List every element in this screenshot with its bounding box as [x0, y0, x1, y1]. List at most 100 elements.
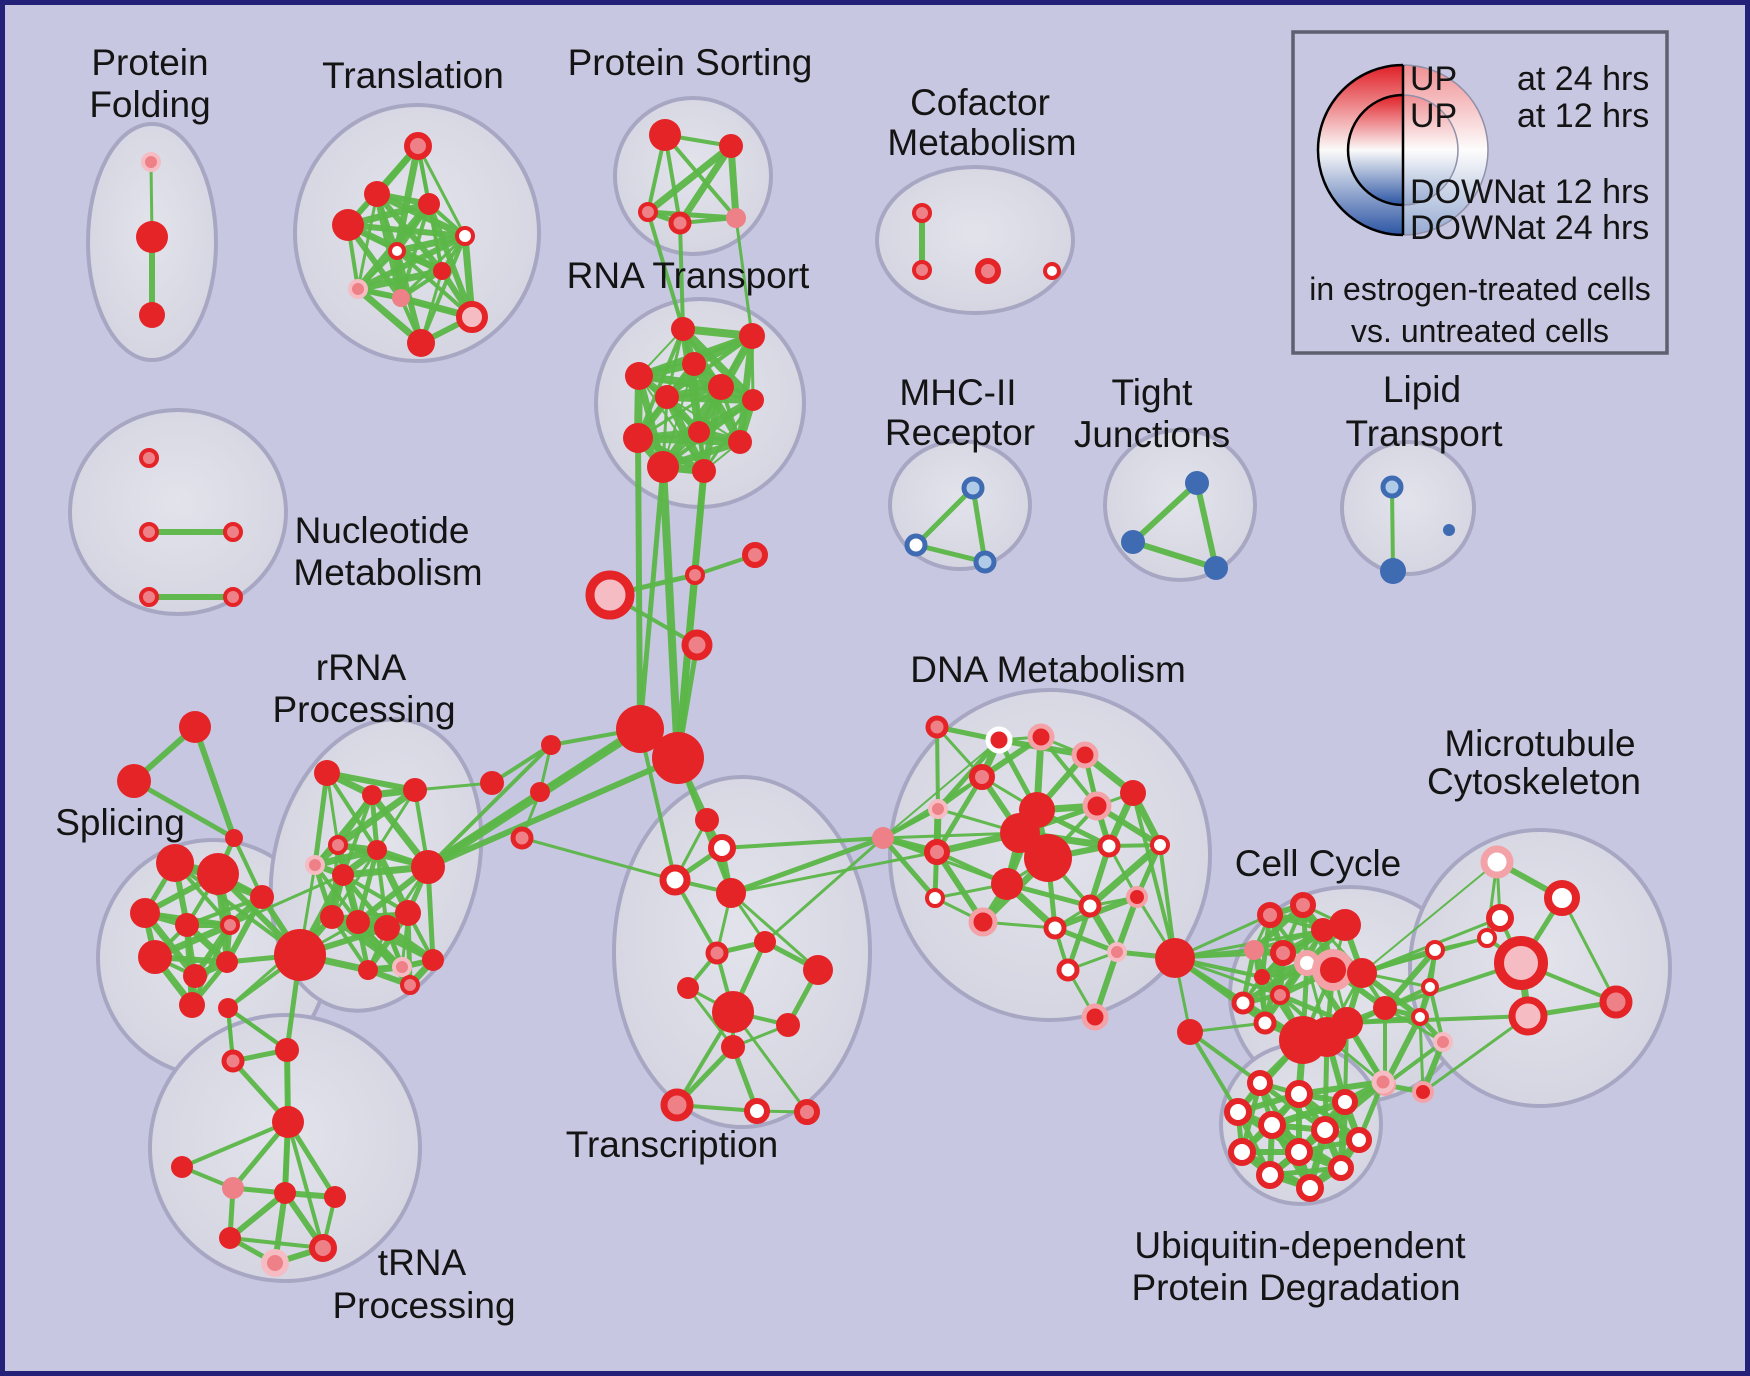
gene-node-translation — [433, 262, 451, 280]
gene-node-mhc-ii-receptor — [961, 476, 985, 500]
interaction-edge — [970, 485, 988, 565]
cluster-label-rrna-processing: Processing — [272, 689, 455, 730]
interaction-edge — [1560, 896, 1618, 1004]
gene-node-splicing — [220, 915, 240, 935]
interaction-edge — [935, 737, 1002, 812]
cross-module-edge — [638, 727, 677, 882]
gene-node-dna-metabolism — [968, 907, 998, 937]
interaction-edge — [663, 133, 738, 220]
gene-node-microtubule-cytoskeleton — [1480, 845, 1514, 879]
gene-node-rna-transport — [708, 374, 734, 400]
gene-node-splicing — [156, 844, 194, 882]
gene-node-cofactor-metabolism — [975, 258, 1001, 284]
cross-module-edge — [425, 789, 543, 870]
gene-node-splicing — [179, 992, 205, 1018]
gene-node-ubiquitin-degradation — [1328, 1155, 1354, 1181]
gene-node-transcription — [754, 931, 776, 953]
gene-node-cell-cycle — [1421, 978, 1439, 996]
interaction-edge — [192, 724, 237, 841]
gene-node-translation — [407, 329, 435, 357]
gene-node-cofactor-metabolism — [912, 260, 932, 280]
gene-node-rrna-processing — [362, 785, 382, 805]
gene-node-dna-metabolism — [1155, 938, 1195, 978]
gene-node-central-hub — [652, 732, 704, 784]
gene-node-splicing — [138, 940, 172, 974]
interaction-edge — [634, 434, 744, 446]
cluster-label-ubiquitin-degradation: Ubiquitin-dependent — [1134, 1225, 1466, 1266]
gene-node-dna-metabolism — [1097, 834, 1121, 858]
gene-node-cell-cycle — [1257, 902, 1283, 928]
cross-module-edge — [720, 836, 885, 850]
gene-node-rrna-processing — [305, 855, 325, 875]
cluster-label-dna-metabolism: DNA Metabolism — [910, 649, 1186, 690]
interaction-edge — [226, 1006, 289, 1052]
gene-node-mhc-ii-receptor — [973, 550, 997, 574]
interaction-edge — [334, 786, 419, 849]
gene-node-rrna-processing — [332, 864, 354, 886]
gene-node-ubiquitin-degradation — [1346, 1127, 1372, 1153]
cluster-label-tight-junctions: Tight — [1112, 372, 1194, 413]
gene-node-rrna-processing — [314, 760, 340, 786]
gene-node-nucleotide-metabolism — [139, 522, 159, 542]
gene-node-transcription — [794, 1099, 820, 1125]
gene-node-splicing — [250, 885, 274, 909]
interaction-edge — [636, 327, 685, 440]
cross-module-edge — [659, 463, 682, 762]
interaction-edge — [1130, 539, 1219, 571]
gene-node-ubiquitin-degradation — [1285, 1080, 1313, 1108]
legend-time-0: at 24 hrs — [1517, 60, 1649, 98]
gene-node-splicing — [175, 913, 199, 937]
legend-inner-right-arc — [1402, 94, 1459, 206]
gene-node-splicing-triangle — [117, 764, 151, 798]
gene-node-rna-transport — [671, 317, 695, 341]
cluster-label-ubiquitin-degradation: Protein Degradation — [1131, 1267, 1460, 1308]
cross-module-edge — [728, 835, 886, 896]
gene-node-ubiquitin-degradation — [1332, 1089, 1358, 1115]
legend-time-2: at 12 hrs — [1517, 173, 1649, 211]
gene-node-ubiquitin-degradation — [1285, 1138, 1313, 1166]
interaction-edge — [679, 325, 757, 404]
gene-node-ubiquitin-degradation — [1371, 1070, 1395, 1094]
interaction-edge — [729, 891, 820, 972]
legend-direction-3: DOWN — [1410, 209, 1518, 247]
gene-node-transcription — [712, 991, 754, 1033]
gene-node-protein-folding — [139, 302, 165, 328]
gene-node-central-hub — [530, 782, 550, 802]
interaction-edge — [356, 192, 379, 291]
interaction-edge — [180, 1120, 290, 1169]
cluster-label-nucleotide-metabolism: Nucleotide — [295, 510, 470, 551]
cluster-label-mhc-ii-receptor: Receptor — [885, 412, 1035, 453]
module-ellipse-lipid-transport — [1340, 440, 1476, 576]
gene-node-splicing — [130, 898, 160, 928]
gene-node-splicing — [216, 951, 238, 973]
gene-node-cell-cycle — [1244, 940, 1264, 960]
gene-node-translation — [392, 289, 410, 307]
gene-node-rna-transport — [728, 430, 752, 454]
cluster-label-trna-processing: Processing — [332, 1285, 515, 1326]
gene-node-tight-junctions — [1121, 530, 1145, 554]
legend-inner-left-arc — [1346, 93, 1404, 207]
cross-module-edge — [678, 221, 685, 331]
gene-node-tight-junctions — [1185, 471, 1209, 495]
gene-node-central-hub — [585, 570, 635, 620]
cross-module-edge — [692, 468, 707, 578]
gene-node-cell-cycle — [1412, 1081, 1434, 1103]
gene-node-microtubule-cytoskeleton — [1494, 936, 1548, 990]
gene-node-ubiquitin-degradation — [1311, 1116, 1339, 1144]
interaction-edge — [416, 144, 467, 238]
gene-node-dna-metabolism — [991, 868, 1023, 900]
gene-node-trna-processing — [272, 1106, 304, 1138]
node-layer — [117, 119, 1633, 1277]
gene-node-cell-cycle — [1329, 909, 1361, 941]
cross-module-edge — [1421, 1014, 1530, 1094]
gene-node-protein-sorting — [726, 208, 746, 228]
interaction-edge — [1130, 480, 1200, 545]
legend-outer-right-arc — [1402, 64, 1489, 236]
gene-node-cell-cycle — [1373, 996, 1397, 1020]
legend-direction-0: UP — [1410, 60, 1457, 98]
gene-node-dna-metabolism — [1150, 835, 1170, 855]
gene-node-dna-metabolism — [1120, 780, 1146, 806]
cluster-label-protein-folding: Protein — [91, 42, 208, 83]
